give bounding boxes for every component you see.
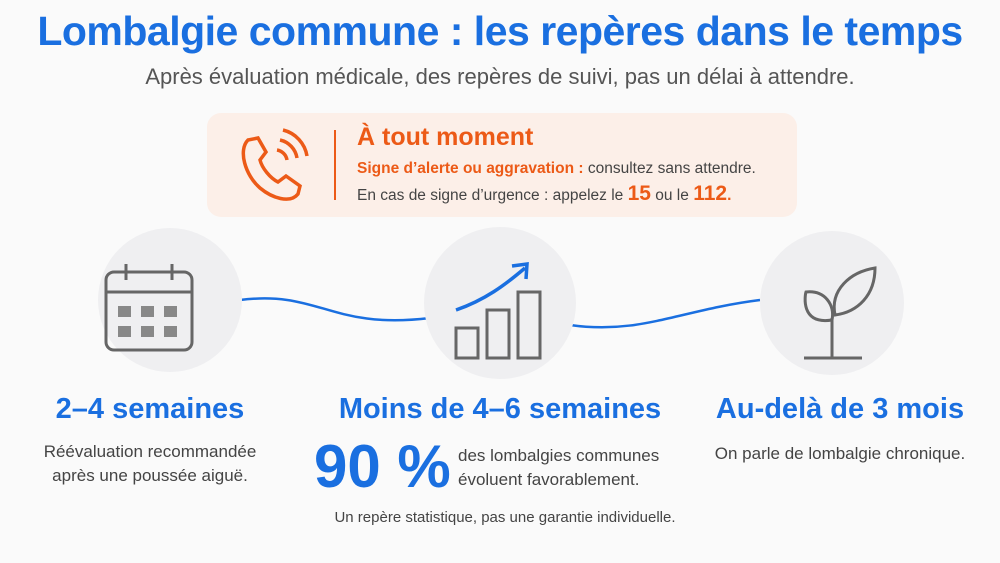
text-line: évoluent favorablement.	[458, 470, 640, 489]
alert-text: consultez sans attendre.	[587, 160, 756, 177]
calendar-days	[118, 306, 177, 337]
alert-line: Signe d’alerte ou aggravation : consulte…	[357, 160, 756, 178]
icon-circle	[98, 228, 242, 372]
text-line: après une poussée aiguë.	[52, 466, 248, 485]
stat-text: des lombalgies communes évoluent favorab…	[458, 444, 659, 492]
alert-title: À tout moment	[357, 123, 534, 151]
text-line: On parle de lombalgie chronique.	[714, 444, 966, 463]
icon-circle	[760, 231, 904, 375]
bars-icon	[454, 290, 542, 360]
step-heading: Moins de 4–6 semaines	[338, 393, 662, 425]
icon-circle	[424, 227, 576, 379]
plant-icon	[803, 266, 877, 360]
alert-text: .	[727, 187, 732, 204]
step-heading: 2–4 semaines	[55, 393, 245, 425]
step-text: On parle de lombalgie chronique.	[700, 442, 980, 466]
phone-number: 112	[693, 182, 728, 205]
timeline	[239, 297, 761, 329]
alert-text: ou le	[655, 187, 689, 204]
calendar-icon	[104, 264, 194, 352]
text-line: des lombalgies communes	[458, 446, 660, 465]
step-text: Réévaluation recommandée après une pouss…	[10, 440, 290, 488]
phone-number: 15	[627, 182, 651, 205]
growth-arrow	[455, 261, 529, 312]
title: Lombalgie commune : les repères dans le …	[37, 8, 963, 54]
subtitle: Après évaluation médicale, des repères d…	[145, 64, 855, 89]
step-heading: Au-delà de 3 mois	[715, 393, 965, 425]
alert-text: En cas de signe d’urgence : appelez le	[357, 187, 624, 204]
note: Un repère statistique, pas une garantie …	[334, 509, 676, 526]
text-line: Réévaluation recommandée	[43, 442, 257, 461]
alert-line: En cas de signe d’urgence : appelez le 1…	[357, 182, 731, 206]
alert-strong: Signe d’alerte ou aggravation :	[357, 160, 584, 177]
statistic: 90 %	[314, 433, 451, 500]
